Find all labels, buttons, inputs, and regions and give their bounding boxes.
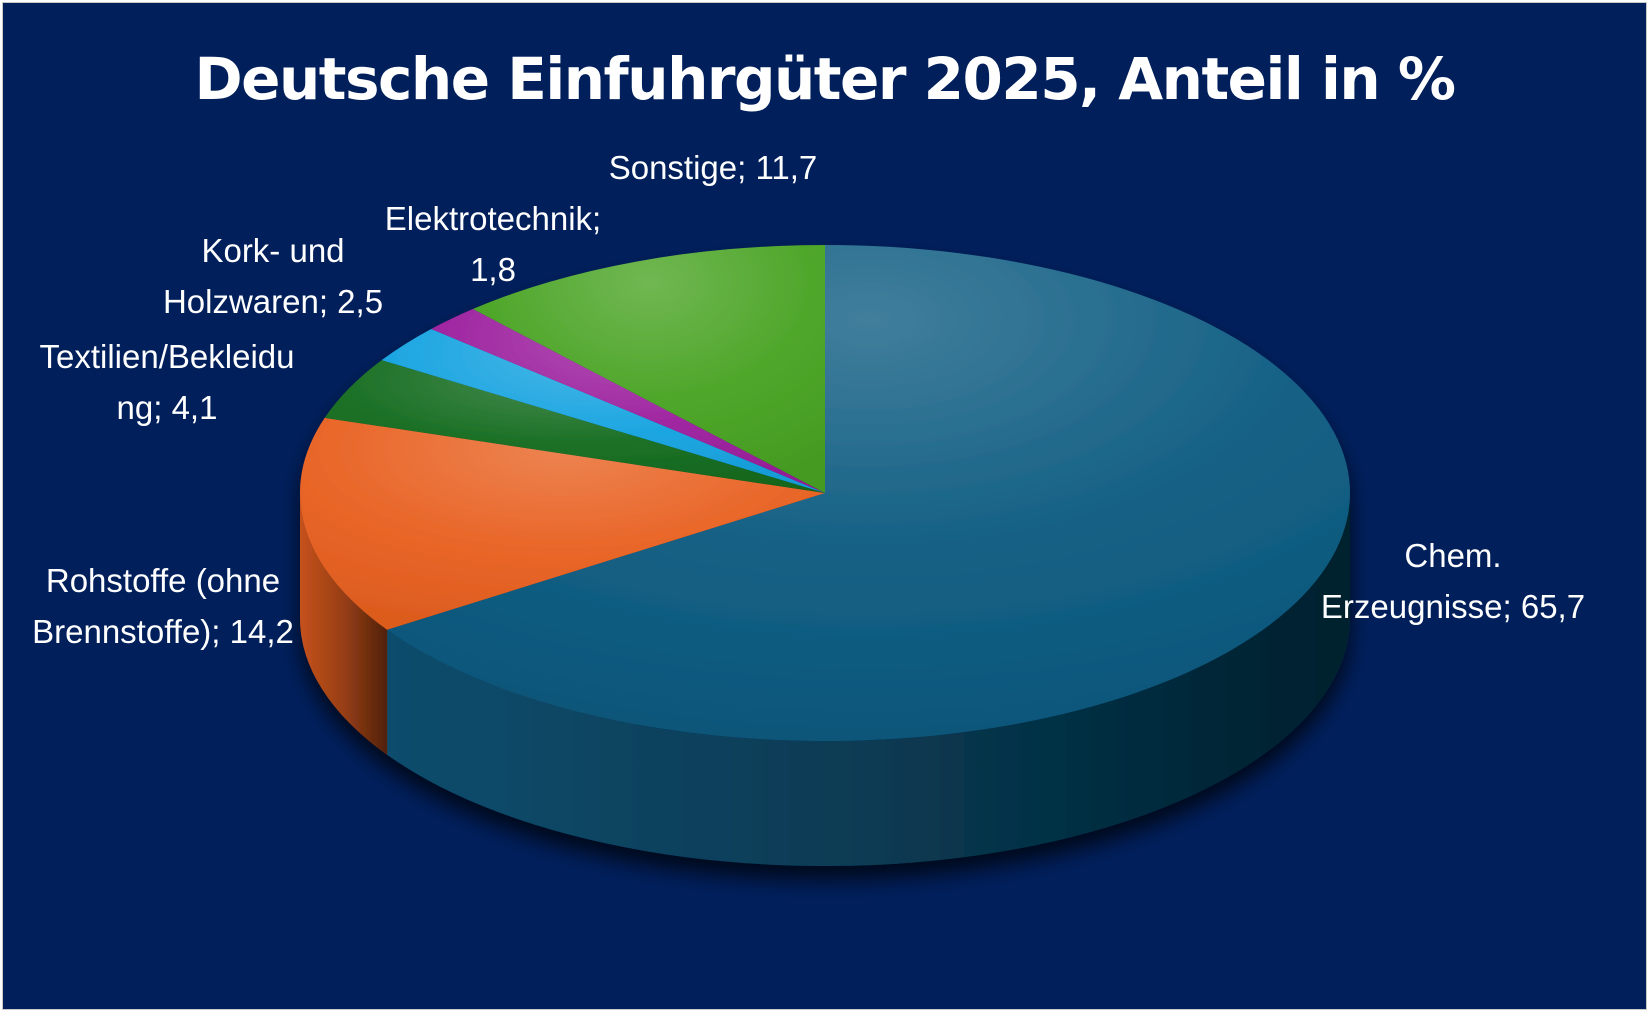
- pie-label-chem-erzeugnisse: Chem. Erzeugnisse; 65,7: [1258, 530, 1646, 632]
- pie-slice-textilien-bekleidung: [324, 360, 825, 493]
- pie-side-rohstoffe-ohne-brennstoffe: [300, 493, 388, 755]
- pie-label-line: Holzwaren; 2,5: [162, 283, 384, 320]
- pie-label-line: ng; 4,1: [116, 389, 218, 426]
- pie-slice-sonstige: [472, 245, 825, 493]
- pie-label-textilien-bekleidung: Textilien/Bekleidu ng; 4,1: [17, 331, 317, 433]
- pie-chart: [300, 245, 1351, 866]
- pie-label-line: Kork- und: [201, 232, 345, 269]
- pie-label-line: Brennstoffe); 14,2: [32, 613, 294, 650]
- pie-label-line: Erzeugnisse; 65,7: [1320, 588, 1586, 625]
- pie-label-line: Chem.: [1404, 537, 1502, 574]
- pie-label-line: Rohstoffe (ohne: [45, 562, 281, 599]
- pie-label-line: Elektrotechnik;: [384, 200, 602, 237]
- pie-label-kork-und-holzwaren: Kork- und Holzwaren; 2,5: [148, 225, 398, 327]
- pie-label-line: 1,8: [470, 251, 516, 288]
- pie-label-line: Sonstige; 11,7: [608, 149, 818, 186]
- pie-label-sonstige: Sonstige; 11,7: [583, 142, 843, 193]
- pie-slice-chem-erzeugnisse: [387, 245, 1351, 741]
- pie-label-line: Textilien/Bekleidu: [39, 338, 295, 375]
- pie-slice-elektrotechnik: [431, 309, 825, 493]
- pie-slice-kork-und-holzwaren: [381, 328, 825, 493]
- pie-label-rohstoffe-ohne-brennstoffe: Rohstoffe (ohne Brennstoffe); 14,2: [13, 555, 313, 657]
- pie-label-elektrotechnik: Elektrotechnik; 1,8: [363, 193, 623, 295]
- pie-slice-rohstoffe-ohne-brennstoffe: [300, 417, 825, 630]
- pie-side-chem-erzeugnisse: [387, 493, 1350, 866]
- chart-title: Deutsche Einfuhrgüter 2025, Anteil in %: [194, 45, 1456, 113]
